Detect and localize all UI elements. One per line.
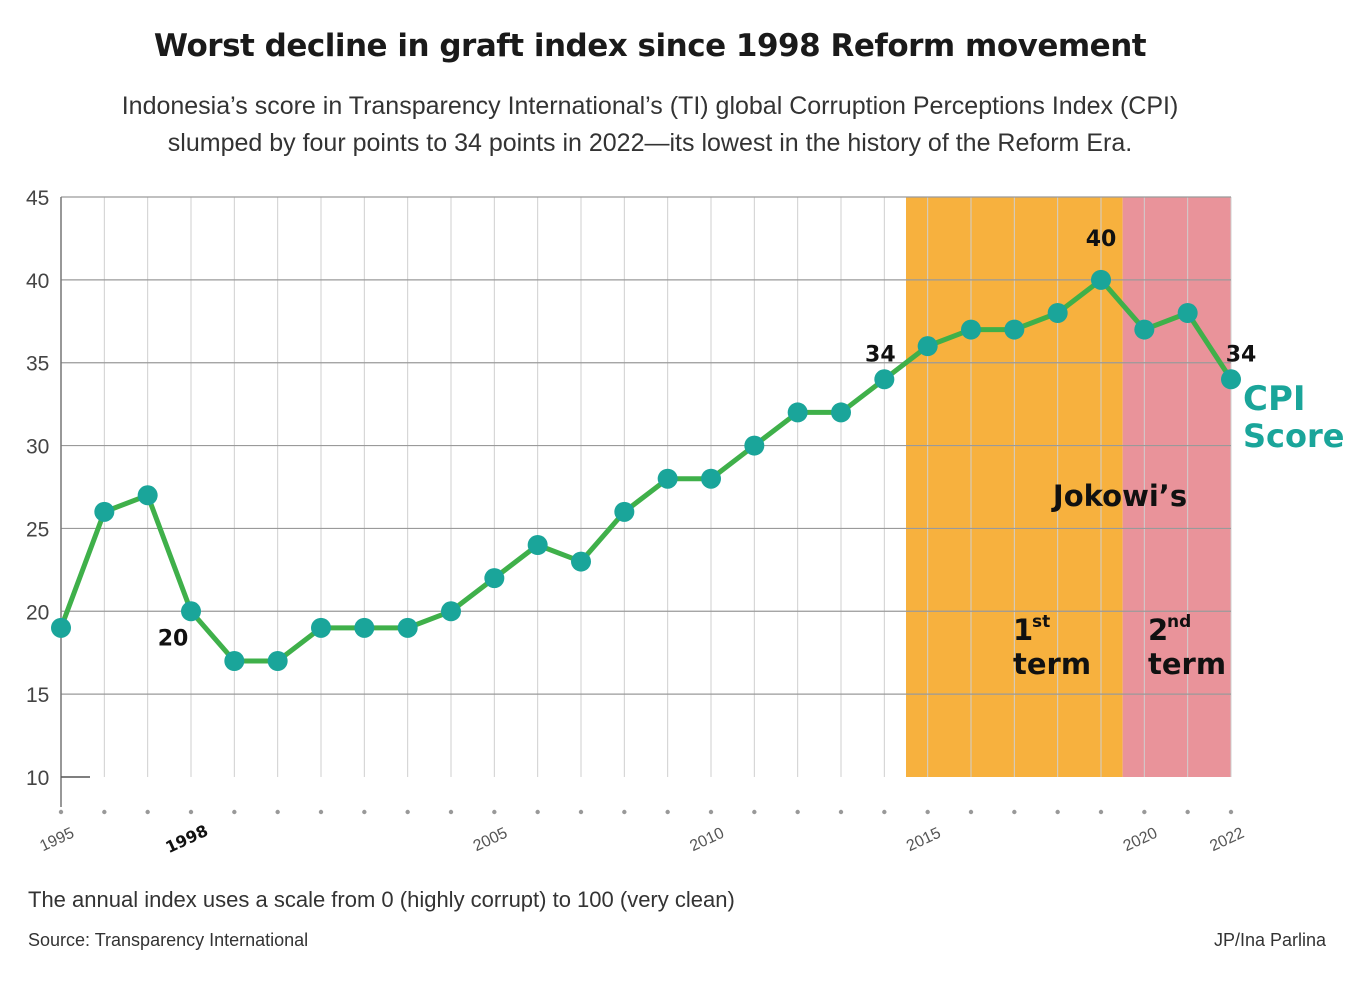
chart-title: Worst decline in graft index since 1998 … (153, 28, 1147, 64)
x-tick-dot (665, 809, 670, 815)
cpi-data-point (397, 617, 418, 638)
cpi-data-point (94, 501, 115, 522)
series-label-line2: Score (1243, 417, 1344, 455)
x-tick-dot (492, 809, 497, 815)
cpi-series-line (58, 277, 1234, 664)
x-tick-dot (1142, 809, 1147, 815)
x-tick-dot (58, 809, 64, 815)
cpi-data-point (657, 468, 678, 489)
term-word-label: term (1013, 647, 1091, 681)
x-tick-dot (1012, 809, 1017, 815)
x-tick-label: 1998 (162, 821, 210, 857)
cpi-data-point (1091, 269, 1111, 290)
term-ordinal-suffix: nd (1167, 612, 1191, 632)
x-tick-label: 2010 (687, 825, 727, 855)
y-tick-label: 15 (26, 684, 49, 707)
cpi-data-point (701, 468, 721, 489)
chart-subtitle: Indonesia’s score in Transparency Intern… (70, 88, 1230, 162)
x-tick-dot (318, 809, 324, 815)
x-tick-dot (578, 809, 584, 815)
cpi-data-point (961, 319, 981, 340)
cpi-data-point (787, 402, 808, 423)
cpi-data-point (51, 617, 71, 638)
cpi-data-point (744, 435, 765, 456)
cpi-data-point (441, 601, 461, 622)
cpi-data-point (311, 617, 331, 638)
x-tick-dot (405, 809, 410, 815)
cpi-data-point (1177, 303, 1198, 323)
y-tick-label: 40 (26, 270, 49, 293)
cpi-data-point (614, 501, 635, 522)
data-label: 34 (1226, 342, 1257, 367)
cpi-data-point (354, 617, 375, 638)
credit-note: JP/Ina Parlina (1213, 930, 1326, 950)
x-tick-dot (752, 809, 757, 815)
term-word-label: term (1148, 647, 1226, 681)
term-ordinal-suffix: st (1032, 612, 1050, 632)
series-label-line1: CPI (1243, 379, 1306, 419)
term-number-label: 2 (1148, 613, 1168, 647)
subtitle-line-2: slumped by four points to 34 points in 2… (167, 129, 1133, 157)
cpi-data-point (1004, 319, 1025, 340)
y-tick-label: 35 (26, 353, 49, 376)
cpi-data-point (484, 568, 505, 589)
y-tick-label: 10 (26, 767, 49, 790)
cpi-data-point (527, 535, 548, 555)
x-tick-dot (925, 809, 930, 815)
x-tick-label: 2005 (471, 825, 511, 855)
cpi-data-point (571, 551, 591, 572)
subtitle-line-1: Indonesia’s score in Transparency Intern… (121, 92, 1179, 120)
x-tick-dot (362, 809, 367, 815)
term-region-2 (1122, 197, 1231, 777)
cpi-data-point (1047, 303, 1068, 323)
y-tick-label: 25 (26, 518, 49, 541)
x-tick-dot (1098, 809, 1104, 815)
cpi-data-point (831, 402, 851, 423)
cpi-data-point (137, 485, 158, 506)
x-tick-dot (795, 809, 800, 815)
cpi-data-point (1134, 319, 1155, 340)
x-tick-dot (102, 809, 107, 815)
x-tick-dot (882, 809, 887, 815)
x-tick-dot (968, 809, 974, 815)
y-tick-label: 20 (26, 601, 49, 624)
x-tick-label: 2015 (904, 825, 944, 855)
cpi-data-point (874, 369, 895, 390)
x-tick-dot (535, 809, 540, 815)
x-tick-dot (448, 809, 454, 815)
x-tick-dot (275, 809, 280, 815)
cpi-data-point (181, 601, 201, 622)
y-tick-label: 30 (26, 436, 49, 459)
cpi-data-point (1221, 369, 1241, 390)
data-label: 34 (865, 342, 896, 367)
data-label: 40 (1086, 227, 1117, 252)
x-tick-dot (708, 809, 714, 815)
x-tick-label: 2020 (1121, 825, 1161, 855)
cpi-data-point (267, 651, 288, 671)
data-label: 20 (158, 626, 189, 651)
x-tick-dot (1185, 809, 1190, 815)
scale-footnote: The annual index uses a scale from 0 (hi… (28, 887, 735, 912)
x-tick-dot (622, 809, 627, 815)
x-tick-dot (188, 809, 194, 815)
cpi-data-point (917, 336, 938, 357)
x-tick-dot (232, 809, 237, 815)
x-tick-label: 2022 (1207, 825, 1247, 855)
x-tick-dot (145, 809, 150, 815)
x-tick-dot (1055, 809, 1060, 815)
cpi-data-point (224, 651, 245, 671)
term-number-label: 1 (1013, 613, 1033, 647)
y-tick-label: 45 (26, 187, 49, 210)
x-tick-dot (838, 809, 844, 815)
jokowi-caption: Jokowi’s (1051, 479, 1187, 513)
source-note: Source: Transparency International (28, 930, 309, 950)
x-tick-label: 1995 (37, 825, 77, 855)
x-tick-dot (1228, 809, 1234, 815)
